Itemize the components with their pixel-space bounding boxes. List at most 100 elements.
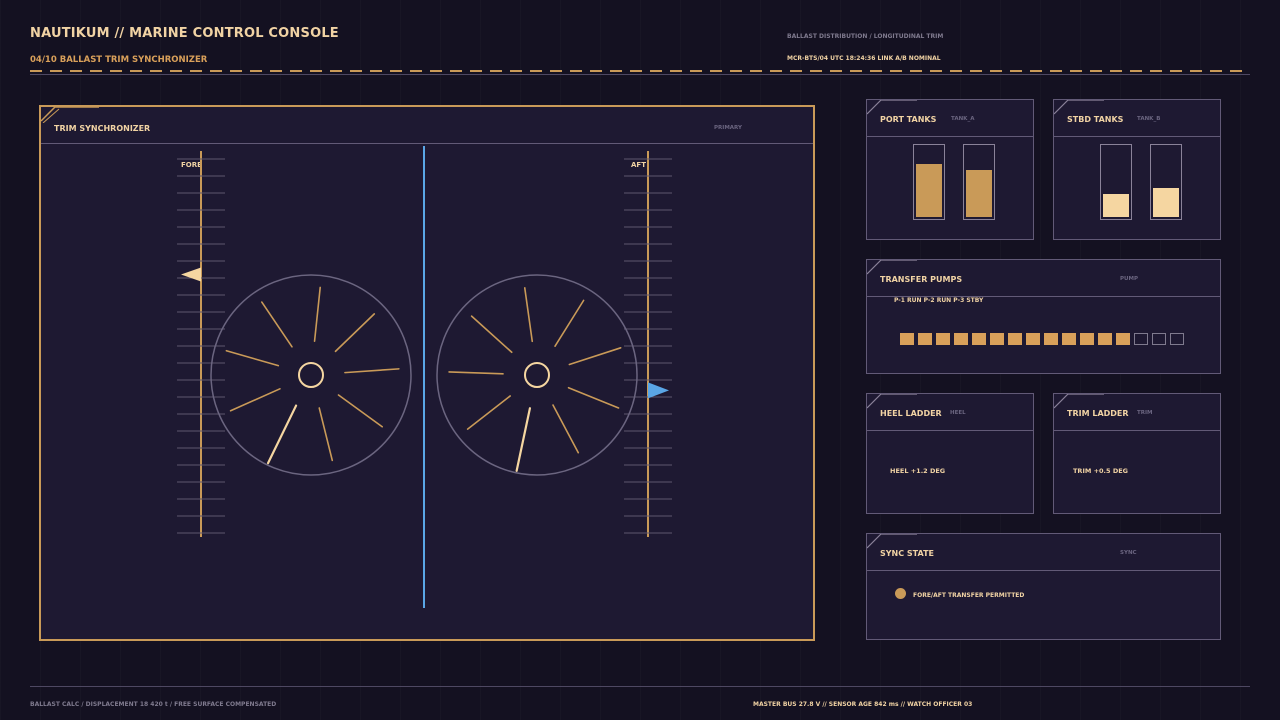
pump-status-text: P-1 RUN P-2 RUN P-3 STBY [894,297,984,304]
trim-wheel-spoke [466,395,512,430]
port-tank-1-gauge [913,144,945,220]
pump-flow-segment [936,333,950,345]
pump-flow-segment [1080,333,1094,345]
port-tanks-panel: PORT TANKS TANK_A [866,99,1034,240]
trim-wheels [210,274,638,476]
trim-wheel-hub [524,362,550,388]
aft-label: AFT [631,161,646,169]
trim-wheel-spoke [266,404,298,465]
trim-wheel-spoke [552,404,580,454]
panel-header: TRIM LADDER TRIM [1054,394,1220,431]
pump-flow-segment [1098,333,1112,345]
trim-wheel-spoke [515,407,532,472]
panel-header: HEEL LADDER HEEL [867,394,1033,431]
sync-status-text: FORE/AFT TRANSFER PERMITTED [913,592,1025,599]
trim-wheel-spoke [567,386,620,409]
trim-wheel-rim [436,274,638,476]
trim-wheel-spoke [260,301,293,348]
panel-corner-icon [867,100,917,115]
transfer-pumps-panel: TRANSFER PUMPS PUMP P-1 RUN P-2 RUN P-3 … [866,259,1221,374]
pump-flow-segment [1026,333,1040,345]
trim-wheel-spoke [334,313,376,353]
trim-wheel-spoke [554,299,585,347]
sync-status-indicator-icon [895,588,906,599]
stbd-tank-2-gauge [1150,144,1182,220]
panel-corner-icon [1054,100,1104,115]
trim-wheel-spoke [470,315,513,354]
panel-header: STBD TANKS TANK_B [1054,100,1220,137]
pump-flow-segment [1170,333,1184,345]
panel-title: HEEL LADDER [880,409,942,418]
depth-ladders [177,151,672,537]
pump-flow-segment [1044,333,1058,345]
pump-flow-segment [1116,333,1130,345]
tank-fill [1103,193,1129,217]
trim-wheel-spoke [225,349,280,367]
panel-header: SYNC STATE SYNC [867,534,1220,571]
panel-code: TANK_B [1137,116,1161,122]
trim-wheel-spoke [337,394,383,428]
panel-corner-icon [867,534,917,549]
panel-header: TRIM SYNCHRONIZER PRIMARY [41,107,813,144]
panel-title: SYNC STATE [880,549,934,558]
trim-value: TRIM +0.5 DEG [1073,467,1128,475]
header-dash-divider [30,70,1250,72]
fore-label: FORE [181,161,202,169]
stbd-tanks-panel: STBD TANKS TANK_B [1053,99,1221,240]
pump-flow-segment [918,333,932,345]
fore-trim-marker[interactable] [181,267,201,282]
panel-title: TRIM LADDER [1067,409,1129,418]
trim-wheel-spoke [568,347,622,366]
sync-state-panel: SYNC STATE SYNC FORE/AFT TRANSFER PERMIT… [866,533,1221,640]
panel-header: TRANSFER PUMPS PUMP [867,260,1220,297]
pump-flow-segment [1062,333,1076,345]
panel-corner-icon [867,394,917,409]
tank-fill [966,169,992,217]
footer-divider [30,686,1250,687]
trim-wheel-spoke [229,388,281,412]
pump-flow-segment [1152,333,1166,345]
pump-flow-segment [900,333,914,345]
panel-code: PRIMARY [714,125,742,131]
panel-code: HEEL [950,410,966,416]
pump-flow-segment [990,333,1004,345]
panel-header: PORT TANKS TANK_A [867,100,1033,137]
tank-fill [916,164,942,217]
stbd-tank-1-gauge [1100,144,1132,220]
panel-code: TANK_A [951,116,975,122]
pump-flow-segment [1008,333,1022,345]
panel-code: TRIM [1137,410,1153,416]
panel-code: SYNC [1120,550,1137,556]
panel-title: STBD TANKS [1067,115,1124,124]
console-title: NAUTIKUM // MARINE CONTROL CONSOLE [30,26,339,41]
pump-flow-segment [972,333,986,345]
trim-wheel-hub [298,362,324,388]
heel-ladder-panel: HEEL LADDER HEEL HEEL +1.2 DEG [866,393,1034,514]
header-divider [30,74,1250,75]
pump-flow-segment [1134,333,1148,345]
trim-synchronizer-panel: TRIM SYNCHRONIZER PRIMARY FORE AFT [39,105,815,641]
header-section-label: BALLAST DISTRIBUTION / LONGITUDINAL TRIM [787,33,944,40]
tank-fill [1153,188,1179,217]
heel-value: HEEL +1.2 DEG [890,467,946,475]
trim-wheel-spoke [344,368,400,374]
footer-left-status: BALLAST CALC / DISPLACEMENT 18 420 t / F… [30,701,277,708]
panel-title: TRANSFER PUMPS [880,275,963,284]
trim-wheel-spoke [523,287,534,343]
panel-corner-icon [41,107,99,123]
trim-wheel-spoke [318,407,334,462]
trim-wheel-rim [210,274,412,476]
panel-corner-icon [867,260,917,275]
header-status-line: MCR-BTS/04 UTC 18:24:36 LINK A/B NOMINAL [787,55,941,62]
pump-flow-segment [954,333,968,345]
aft-trim-marker[interactable] [648,382,669,399]
page-subtitle: 04/10 BALLAST TRIM SYNCHRONIZER [30,55,208,65]
port-tank-2-gauge [963,144,995,220]
trim-wheel-spoke [313,286,321,342]
panel-code: PUMP [1120,276,1139,282]
footer-right-status: MASTER BUS 27.8 V // SENSOR AGE 842 ms /… [753,701,973,708]
panel-title: PORT TANKS [880,115,937,124]
panel-corner-icon [1054,394,1104,409]
trim-gauge-graphic [177,146,672,608]
panel-title: TRIM SYNCHRONIZER [54,124,151,133]
